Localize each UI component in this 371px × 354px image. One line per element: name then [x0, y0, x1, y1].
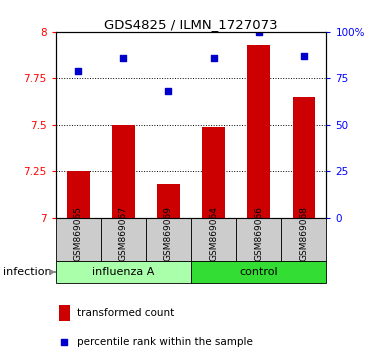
Point	[61, 339, 67, 344]
Point	[75, 68, 81, 74]
Bar	[202, 127, 225, 218]
Bar	[293, 97, 315, 218]
Bar	[67, 171, 89, 218]
Bar	[101, 218, 146, 261]
Text: GSM869066: GSM869066	[254, 206, 263, 261]
Point	[211, 55, 217, 61]
Text: control: control	[239, 267, 278, 277]
Bar	[236, 218, 281, 261]
Text: transformed count: transformed count	[77, 308, 174, 318]
Bar	[191, 261, 326, 283]
Title: GDS4825 / ILMN_1727073: GDS4825 / ILMN_1727073	[104, 18, 278, 31]
Text: GSM869064: GSM869064	[209, 206, 218, 261]
Text: GSM869067: GSM869067	[119, 206, 128, 261]
Text: percentile rank within the sample: percentile rank within the sample	[77, 337, 253, 347]
Text: GSM869069: GSM869069	[164, 206, 173, 261]
Text: influenza A: influenza A	[92, 267, 155, 277]
Bar	[112, 125, 135, 218]
Bar	[191, 218, 236, 261]
Bar	[56, 261, 191, 283]
Bar	[157, 184, 180, 218]
Bar	[56, 218, 101, 261]
Point	[256, 29, 262, 35]
Bar	[59, 305, 70, 321]
Point	[165, 88, 171, 94]
Bar	[146, 218, 191, 261]
Bar	[247, 45, 270, 218]
Bar	[281, 218, 326, 261]
Point	[121, 55, 127, 61]
Text: infection: infection	[3, 267, 52, 277]
Point	[301, 53, 307, 59]
Text: GSM869065: GSM869065	[74, 206, 83, 261]
Text: GSM869068: GSM869068	[299, 206, 308, 261]
